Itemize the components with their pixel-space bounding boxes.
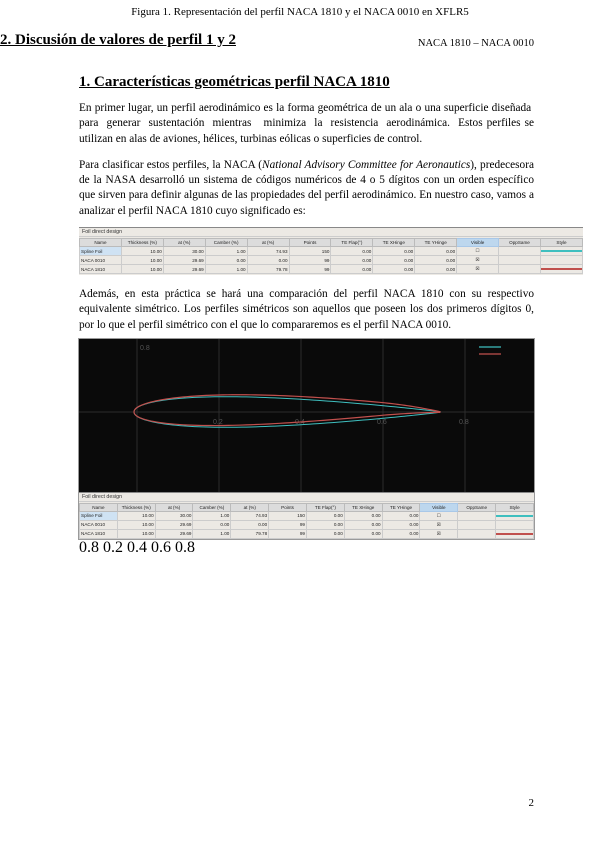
svg-text:0.8: 0.8 [459,419,469,426]
svg-text:0.6: 0.6 [377,419,387,426]
svg-text:0.8: 0.8 [140,345,150,352]
